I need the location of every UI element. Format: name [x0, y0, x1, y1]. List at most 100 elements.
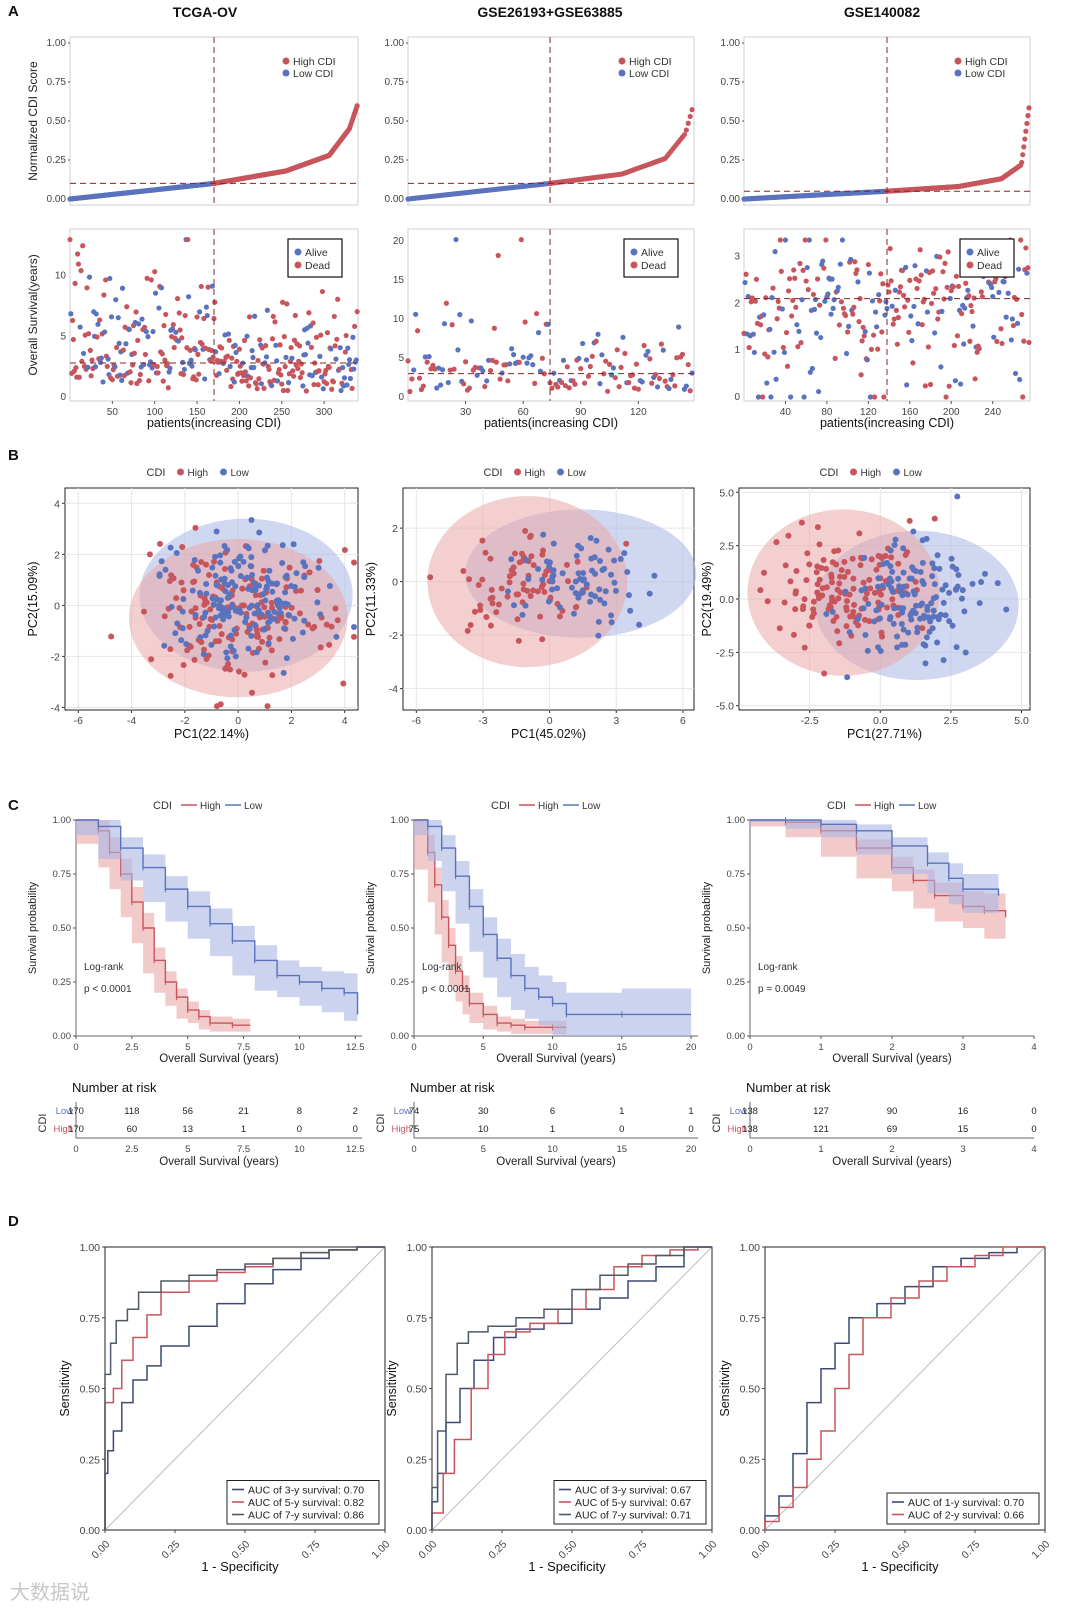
survival-point	[911, 303, 917, 310]
pca-point	[891, 541, 898, 548]
pca-point	[850, 585, 857, 592]
pca-point	[554, 585, 561, 592]
survival-point	[461, 381, 467, 387]
score-point	[689, 107, 695, 113]
survival-point	[136, 378, 143, 384]
risk-count: 0	[1031, 1124, 1036, 1135]
pca-point	[829, 559, 836, 566]
survival-point	[255, 357, 261, 364]
pca-point	[875, 553, 882, 560]
survival-point	[801, 394, 807, 400]
survival-point	[326, 364, 332, 371]
survival-point	[869, 298, 876, 304]
survival-point	[795, 344, 801, 350]
pca-point	[764, 598, 771, 605]
pca-point	[910, 607, 917, 614]
survival-point	[243, 378, 249, 384]
risk-table-title: Number at risk	[72, 1080, 157, 1095]
pca-point	[467, 621, 474, 628]
pca-point	[580, 570, 587, 577]
pca-point	[539, 551, 546, 558]
y-tick-label: 1.00	[727, 815, 746, 826]
survival-point	[821, 265, 827, 271]
survival-point	[810, 291, 817, 298]
survival-point	[687, 388, 693, 394]
pca-point	[283, 572, 290, 579]
survival-point	[806, 237, 812, 243]
pca-point	[923, 535, 930, 542]
risk-count: 2	[353, 1106, 358, 1117]
risk-group-label: High	[727, 1124, 747, 1135]
survival-point	[256, 376, 262, 382]
diagonal-reference	[104, 1246, 386, 1531]
y-tick-label: 0.25	[391, 977, 410, 988]
pca-point	[793, 568, 800, 575]
pca-point	[248, 516, 255, 523]
y-tick-label: 1.00	[385, 38, 405, 49]
pca-point	[523, 556, 530, 563]
y-tick-label: 0.25	[80, 1454, 101, 1466]
plot-frame	[407, 228, 695, 402]
survival-point	[938, 364, 944, 370]
x-tick-label: 150	[189, 407, 206, 418]
y-axis-title: Normalized CDI Score	[26, 61, 40, 181]
survival-point	[614, 347, 620, 353]
survival-point	[818, 334, 824, 341]
risk-x-tick-label: 5	[185, 1144, 190, 1155]
pca-point	[624, 569, 631, 576]
pca-point	[940, 599, 947, 606]
pca-point	[498, 585, 505, 592]
survival-point	[641, 342, 647, 349]
survival-point	[192, 347, 198, 353]
legend-label: AUC of 3-y survival: 0.67	[575, 1485, 691, 1497]
y-tick-label: 5	[398, 353, 404, 364]
survival-point	[1001, 279, 1007, 285]
y-tick-label: 0	[54, 600, 60, 612]
risk-count: 60	[127, 1124, 138, 1135]
pca-point	[588, 555, 595, 562]
survival-point	[405, 358, 411, 364]
survival-point	[353, 357, 359, 363]
survival-point	[131, 350, 137, 356]
survival-point	[887, 246, 893, 252]
pca-point	[942, 582, 949, 589]
legend-title: CDI	[827, 800, 846, 812]
pca-point	[148, 656, 155, 663]
x-tick-label: 0	[747, 1042, 752, 1053]
y-tick-label: 0.75	[385, 77, 405, 88]
survival-point	[939, 308, 945, 314]
score-point	[1020, 152, 1026, 158]
survival-point	[780, 344, 786, 351]
pca-point	[931, 581, 938, 588]
survival-point	[253, 381, 259, 387]
risk-x-axis-title: Overall Survival (years)	[496, 1156, 616, 1168]
legend-label: High	[188, 468, 209, 479]
pca-chart: -6 -3 0 3 6 -4 -2 0 2 PC1(45.02%) PC2(11.33%) CDI Hi…	[364, 467, 697, 741]
risk-group-label: High	[53, 1124, 73, 1135]
x-tick-label: -2	[180, 715, 189, 727]
pca-point	[940, 657, 947, 664]
pca-point	[820, 557, 827, 564]
survival-point	[578, 365, 584, 372]
survival-point	[647, 356, 653, 362]
x-tick-label: 240	[984, 407, 1001, 418]
pca-point	[846, 629, 853, 636]
survival-point	[282, 364, 288, 370]
pca-point	[264, 703, 271, 710]
risk-count: 0	[688, 1124, 693, 1135]
survival-point	[264, 307, 270, 313]
y-tick-label: 2.5	[719, 541, 734, 553]
survival-point	[472, 364, 478, 370]
x-tick-label: -4	[127, 715, 136, 727]
y-tick-label: 0.50	[53, 923, 72, 934]
pca-point	[612, 587, 619, 594]
survival-point	[169, 326, 176, 332]
pca-point	[510, 564, 517, 571]
pca-point	[898, 620, 905, 627]
pca-point	[283, 584, 290, 591]
pca-point	[646, 590, 653, 597]
pca-point	[326, 641, 333, 648]
survival-point	[261, 385, 267, 391]
pca-point	[227, 643, 234, 650]
survival-point	[305, 340, 311, 346]
